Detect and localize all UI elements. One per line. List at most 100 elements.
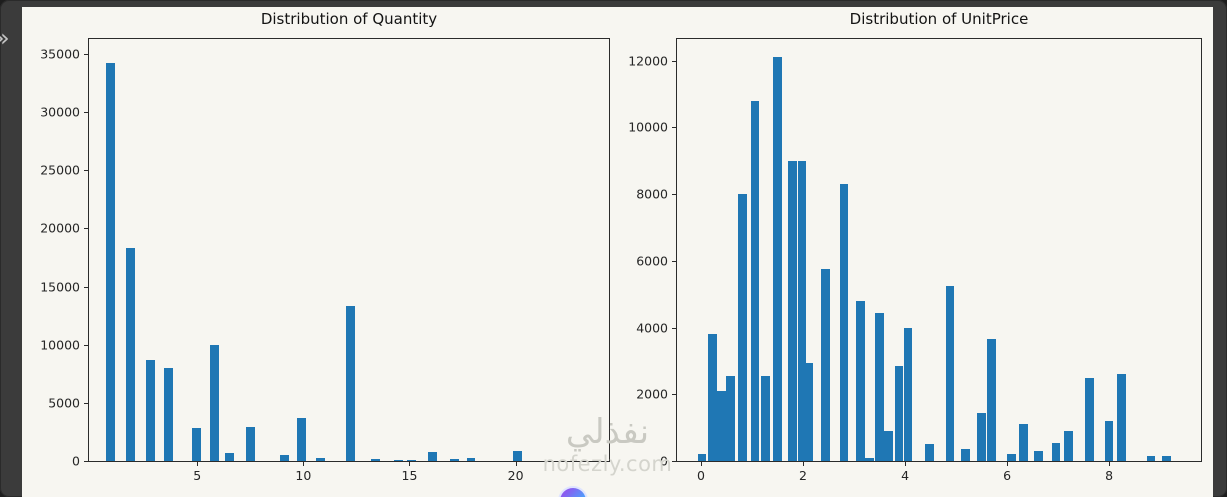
histogram-bar (925, 444, 934, 461)
histogram-bar (125, 248, 135, 461)
x-tick-label: 15 (401, 468, 418, 483)
y-tick-label: 30000 (40, 104, 80, 120)
y-tick-label: 15000 (40, 279, 80, 295)
x-tick-label: 4 (901, 468, 910, 483)
x-tick-label: 2 (799, 468, 807, 483)
histogram-bar (345, 306, 355, 461)
x-tick-mark (515, 462, 517, 466)
histogram-bar (1034, 451, 1044, 461)
histogram-bar (394, 459, 404, 461)
histogram-bar (1104, 420, 1114, 461)
y-tick-mark (84, 344, 88, 346)
y-tick-label: 20000 (40, 220, 80, 236)
histogram-bar (1146, 456, 1156, 461)
histogram-bar (804, 362, 814, 461)
y-tick-mark (672, 60, 676, 62)
histogram-bar (146, 359, 155, 461)
histogram-bar (245, 427, 255, 461)
histogram-bar (839, 184, 849, 461)
histogram-bar (855, 300, 865, 461)
histogram-bar (875, 312, 884, 461)
y-tick-mark (84, 461, 88, 462)
y-tick-mark (84, 286, 88, 288)
histogram-bar (1117, 374, 1126, 461)
figure-canvas: Distribution of Quantity 0 5000 10000 15000… (22, 7, 1213, 497)
histogram-bar (760, 375, 770, 461)
x-tick-mark (1109, 462, 1111, 466)
plot-area-unitprice: 0 2000 4000 6000 8000 10000 12000 0 2 4 6 8 (628, 38, 1202, 483)
double-chevron-icon[interactable]: » (0, 26, 10, 50)
chart-title-quantity: Distribution of Quantity (260, 10, 438, 28)
y-tick-mark (84, 228, 88, 230)
y-tick-mark (672, 461, 676, 462)
y-tick-mark (672, 327, 676, 329)
x-tick-mark (409, 462, 411, 466)
x-tick-mark (303, 462, 305, 466)
histogram-bar (894, 365, 904, 461)
histogram-bar (466, 457, 476, 461)
x-tick-mark (197, 462, 199, 466)
histogram-bar (513, 450, 523, 461)
histogram-bar (1019, 424, 1028, 461)
histogram-bar (865, 457, 874, 461)
y-tick-mark (672, 394, 676, 396)
histogram-bar (315, 458, 325, 461)
y-tick-label: 25000 (40, 162, 80, 178)
histogram-bar (1085, 377, 1095, 461)
y-tick-mark (84, 170, 88, 172)
x-tick-mark (803, 462, 805, 466)
histogram-bar (738, 194, 748, 461)
y-tick-label: 8000 (636, 186, 668, 202)
y-tick-label: 10000 (628, 119, 668, 135)
histogram-bar (428, 452, 438, 461)
histogram-bar (977, 412, 986, 461)
x-tick-mark (905, 462, 907, 466)
histogram-bar (209, 344, 219, 461)
y-tick-mark (672, 194, 676, 196)
histogram-bar (884, 430, 894, 461)
histogram-bar (407, 460, 417, 461)
y-tick-label: 4000 (636, 320, 668, 336)
chart-title-unitprice: Distribution of UnitPrice (849, 10, 1029, 28)
y-tick-label: 12000 (628, 53, 668, 69)
histogram-bar (726, 375, 735, 461)
y-tick-label: 0 (72, 453, 80, 469)
y-tick-label: 0 (660, 453, 668, 469)
histogram-bar (773, 57, 782, 461)
histogram-bar (717, 390, 726, 461)
histogram-bar (296, 418, 306, 461)
chart-quantity: Distribution of Quantity 0 5000 10000 15000… (40, 10, 610, 483)
histogram-bar (987, 339, 997, 461)
plot-area-quantity: 0 5000 10000 15000 20000 25000 30000 35000 5 10 15… (40, 38, 610, 483)
y-tick-mark (84, 54, 88, 56)
y-tick-mark (672, 127, 676, 129)
histogram-bar (697, 454, 707, 461)
y-tick-mark (672, 260, 676, 262)
y-tick-mark (84, 402, 88, 404)
histogram-bar (371, 459, 380, 461)
histogram-bar (105, 63, 115, 461)
histogram-bar (788, 160, 798, 461)
histogram-bar (960, 449, 970, 461)
y-tick-label: 35000 (40, 46, 80, 62)
y-tick-mark (84, 112, 88, 114)
histogram-bar (1051, 442, 1061, 461)
histogram-bar (449, 458, 459, 461)
histogram-bar (903, 327, 913, 461)
x-tick-label: 20 (507, 468, 524, 483)
y-tick-label: 5000 (48, 395, 80, 411)
chart-unitprice: Distribution of UnitPrice 0 2000 4000 6000 8… (628, 10, 1202, 483)
y-tick-label: 10000 (40, 337, 80, 353)
x-tick-label: 5 (193, 468, 202, 483)
histogram-bar (945, 285, 955, 461)
histogram-bar (279, 455, 289, 461)
histogram-bar (707, 334, 717, 461)
x-tick-mark (700, 462, 702, 466)
histogram-bar (1006, 454, 1016, 461)
x-tick-label: 8 (1105, 468, 1114, 483)
y-tick-label: 2000 (636, 386, 668, 402)
y-tick-label: 6000 (636, 253, 668, 269)
histogram-bar (164, 368, 174, 461)
histogram-bar (224, 452, 234, 461)
histogram-bar (1064, 430, 1073, 461)
